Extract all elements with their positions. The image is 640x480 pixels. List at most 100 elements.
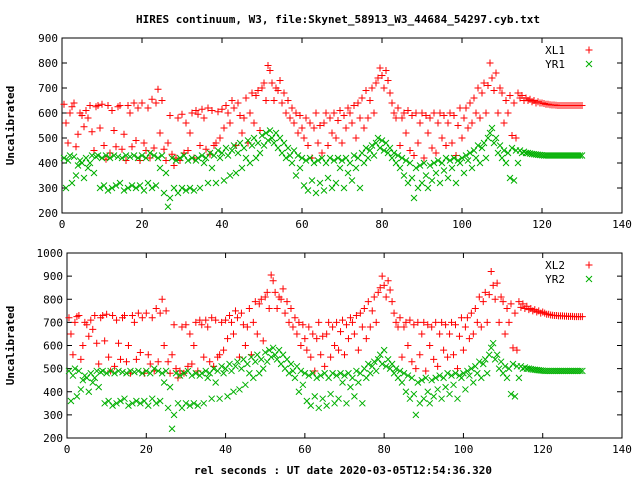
data-point	[418, 330, 426, 338]
y-tick-label: 500	[38, 132, 58, 145]
data-point	[82, 154, 90, 162]
data-point	[248, 89, 256, 97]
data-point	[420, 154, 428, 162]
data-point	[502, 97, 510, 104]
data-point	[200, 353, 208, 361]
data-point	[498, 154, 506, 162]
data-point	[322, 109, 330, 117]
data-point	[292, 109, 300, 117]
data-point	[410, 390, 418, 398]
data-point	[458, 154, 466, 162]
data-point	[424, 388, 432, 396]
legend-label: YR2	[545, 273, 565, 286]
data-point	[107, 367, 114, 375]
data-point	[366, 147, 374, 154]
data-point	[418, 109, 426, 117]
data-point	[224, 393, 231, 400]
data-point	[93, 339, 101, 347]
data-point	[288, 104, 296, 112]
data-point	[364, 114, 372, 122]
data-point	[250, 134, 258, 142]
data-point	[72, 172, 80, 179]
data-point	[148, 95, 156, 103]
data-point	[127, 367, 134, 375]
y-tick-label: 800	[43, 293, 63, 306]
data-point	[386, 89, 394, 97]
data-point	[454, 395, 461, 403]
data-point	[276, 77, 284, 84]
data-point	[122, 358, 130, 366]
data-point	[354, 346, 362, 354]
data-point	[327, 353, 335, 361]
data-point	[119, 368, 126, 376]
data-point	[232, 362, 239, 370]
x-tick-label: 0	[59, 218, 66, 231]
data-point	[396, 314, 404, 322]
data-point	[216, 134, 224, 142]
data-point	[132, 184, 140, 192]
data-point	[64, 139, 72, 147]
data-point	[326, 154, 334, 162]
data-point	[404, 107, 412, 114]
data-point	[264, 137, 272, 144]
data-point	[468, 164, 476, 172]
data-point	[106, 154, 114, 162]
data-point	[152, 305, 160, 312]
data-point	[216, 154, 224, 162]
y-tick-label: 900	[43, 270, 63, 283]
data-point	[448, 318, 456, 326]
data-point	[370, 293, 378, 301]
data-point	[87, 316, 95, 324]
data-point	[402, 129, 410, 137]
data-point	[521, 364, 529, 371]
data-point	[332, 179, 340, 187]
data-point	[190, 342, 198, 349]
data-point	[350, 330, 358, 338]
data-point	[376, 64, 384, 72]
data-point	[142, 147, 150, 154]
data-point	[285, 369, 293, 377]
data-point	[240, 144, 248, 152]
data-point	[267, 271, 275, 279]
data-point	[372, 318, 380, 326]
data-point	[442, 154, 450, 162]
x-tick-label: 40	[215, 218, 228, 231]
data-point	[94, 152, 102, 159]
data-point	[520, 148, 528, 156]
data-point	[186, 184, 194, 192]
data-point	[198, 152, 206, 159]
data-point	[206, 149, 214, 157]
data-point	[350, 152, 358, 159]
data-point	[111, 369, 118, 377]
data-point	[142, 309, 150, 317]
data-point	[579, 367, 586, 375]
data-point	[434, 157, 442, 164]
x-tick-label: 60	[298, 443, 311, 456]
data-point	[479, 298, 487, 306]
data-point	[242, 381, 249, 389]
data-point	[152, 99, 160, 107]
x-tick-label: 100	[453, 443, 473, 456]
data-point	[378, 72, 386, 79]
data-point	[318, 154, 326, 162]
data-point	[272, 129, 280, 137]
data-point	[504, 149, 512, 157]
data-point	[508, 132, 516, 139]
data-point	[120, 187, 128, 194]
data-point	[442, 321, 450, 329]
data-point	[113, 316, 121, 324]
data-point	[75, 311, 83, 319]
data-point	[142, 367, 150, 375]
data-point	[152, 399, 160, 407]
data-point	[188, 360, 196, 368]
data-point	[400, 109, 408, 117]
data-point	[123, 369, 130, 377]
data-point	[380, 84, 388, 92]
data-point	[230, 104, 238, 112]
data-point	[368, 142, 376, 149]
data-point	[313, 335, 321, 343]
data-point	[512, 134, 520, 142]
data-point	[214, 108, 222, 116]
data-point	[450, 351, 458, 359]
data-point	[182, 119, 190, 127]
